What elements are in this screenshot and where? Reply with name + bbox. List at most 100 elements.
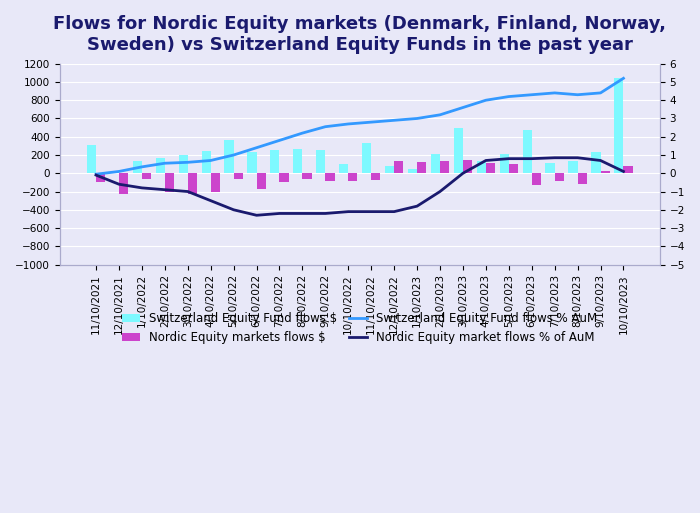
- Bar: [326, 173, 335, 182]
- Bar: [133, 162, 142, 173]
- Switzerland Equity Fund flows % AuM: [92, 171, 100, 177]
- Nordic Equity market flows % of AuM: [344, 209, 353, 215]
- Bar: [87, 145, 96, 173]
- Bar: [440, 162, 449, 173]
- Bar: [211, 173, 220, 191]
- Switzerland Equity Fund flows % AuM: [367, 119, 375, 125]
- Nordic Equity market flows % of AuM: [298, 210, 307, 216]
- Bar: [509, 164, 518, 173]
- Nordic Equity market flows % of AuM: [390, 209, 398, 215]
- Nordic Equity market flows % of AuM: [528, 155, 536, 162]
- Bar: [247, 152, 257, 173]
- Switzerland Equity Fund flows % AuM: [115, 168, 123, 174]
- Bar: [430, 154, 440, 173]
- Bar: [417, 162, 426, 173]
- Switzerland Equity Fund flows % AuM: [596, 90, 605, 96]
- Switzerland Equity Fund flows % AuM: [138, 164, 146, 170]
- Bar: [463, 161, 472, 173]
- Bar: [96, 173, 105, 183]
- Nordic Equity market flows % of AuM: [367, 209, 375, 215]
- Bar: [202, 151, 211, 173]
- Switzerland Equity Fund flows % AuM: [482, 97, 490, 103]
- Bar: [568, 162, 578, 173]
- Switzerland Equity Fund flows % AuM: [620, 75, 628, 82]
- Bar: [477, 162, 486, 173]
- Switzerland Equity Fund flows % AuM: [550, 90, 559, 96]
- Nordic Equity market flows % of AuM: [620, 168, 628, 174]
- Bar: [578, 173, 587, 184]
- Switzerland Equity Fund flows % AuM: [230, 152, 238, 158]
- Bar: [164, 173, 174, 192]
- Bar: [486, 163, 495, 173]
- Bar: [624, 166, 633, 173]
- Bar: [385, 166, 394, 173]
- Bar: [155, 157, 164, 173]
- Bar: [279, 173, 288, 183]
- Bar: [110, 172, 119, 173]
- Nordic Equity market flows % of AuM: [275, 210, 284, 216]
- Bar: [592, 152, 601, 173]
- Switzerland Equity Fund flows % AuM: [253, 145, 261, 151]
- Nordic Equity market flows % of AuM: [115, 181, 123, 187]
- Bar: [302, 173, 312, 179]
- Line: Nordic Equity market flows % of AuM: Nordic Equity market flows % of AuM: [96, 157, 624, 215]
- Switzerland Equity Fund flows % AuM: [321, 124, 330, 130]
- Nordic Equity market flows % of AuM: [160, 187, 169, 193]
- Bar: [454, 128, 463, 173]
- Bar: [371, 173, 380, 180]
- Switzerland Equity Fund flows % AuM: [573, 92, 582, 98]
- Line: Switzerland Equity Fund flows % AuM: Switzerland Equity Fund flows % AuM: [96, 78, 624, 174]
- Bar: [523, 130, 532, 173]
- Bar: [293, 149, 302, 173]
- Nordic Equity market flows % of AuM: [550, 154, 559, 161]
- Bar: [257, 173, 266, 189]
- Switzerland Equity Fund flows % AuM: [436, 112, 445, 118]
- Bar: [270, 149, 279, 173]
- Nordic Equity market flows % of AuM: [458, 170, 467, 176]
- Bar: [554, 173, 564, 181]
- Bar: [545, 163, 554, 173]
- Nordic Equity market flows % of AuM: [206, 198, 215, 204]
- Bar: [142, 173, 151, 179]
- Bar: [349, 173, 358, 182]
- Bar: [408, 169, 417, 173]
- Bar: [500, 154, 509, 173]
- Switzerland Equity Fund flows % AuM: [298, 130, 307, 136]
- Switzerland Equity Fund flows % AuM: [528, 92, 536, 98]
- Nordic Equity market flows % of AuM: [482, 157, 490, 164]
- Bar: [601, 170, 610, 173]
- Bar: [615, 78, 624, 173]
- Switzerland Equity Fund flows % AuM: [390, 117, 398, 124]
- Bar: [532, 173, 541, 185]
- Bar: [188, 173, 197, 194]
- Nordic Equity market flows % of AuM: [573, 154, 582, 161]
- Bar: [178, 155, 188, 173]
- Bar: [362, 143, 371, 173]
- Nordic Equity market flows % of AuM: [413, 203, 421, 209]
- Nordic Equity market flows % of AuM: [183, 188, 192, 194]
- Nordic Equity market flows % of AuM: [321, 210, 330, 216]
- Legend: Switzerland Equity Fund flows $, Nordic Equity markets flows $, Switzerland Equi: Switzerland Equity Fund flows $, Nordic …: [118, 308, 602, 349]
- Switzerland Equity Fund flows % AuM: [160, 160, 169, 166]
- Bar: [394, 162, 403, 173]
- Switzerland Equity Fund flows % AuM: [505, 93, 513, 100]
- Switzerland Equity Fund flows % AuM: [458, 105, 467, 111]
- Switzerland Equity Fund flows % AuM: [183, 159, 192, 165]
- Nordic Equity market flows % of AuM: [436, 188, 445, 194]
- Bar: [316, 150, 326, 173]
- Switzerland Equity Fund flows % AuM: [206, 157, 215, 164]
- Bar: [119, 173, 128, 194]
- Bar: [234, 173, 243, 179]
- Nordic Equity market flows % of AuM: [253, 212, 261, 219]
- Nordic Equity market flows % of AuM: [92, 172, 100, 178]
- Bar: [225, 140, 234, 173]
- Switzerland Equity Fund flows % AuM: [344, 121, 353, 127]
- Nordic Equity market flows % of AuM: [596, 157, 605, 164]
- Bar: [339, 164, 349, 173]
- Nordic Equity market flows % of AuM: [505, 155, 513, 162]
- Title: Flows for Nordic Equity markets (Denmark, Finland, Norway,
Sweden) vs Switzerlan: Flows for Nordic Equity markets (Denmark…: [53, 15, 666, 54]
- Switzerland Equity Fund flows % AuM: [413, 115, 421, 122]
- Switzerland Equity Fund flows % AuM: [275, 137, 284, 144]
- Nordic Equity market flows % of AuM: [138, 185, 146, 191]
- Nordic Equity market flows % of AuM: [230, 207, 238, 213]
